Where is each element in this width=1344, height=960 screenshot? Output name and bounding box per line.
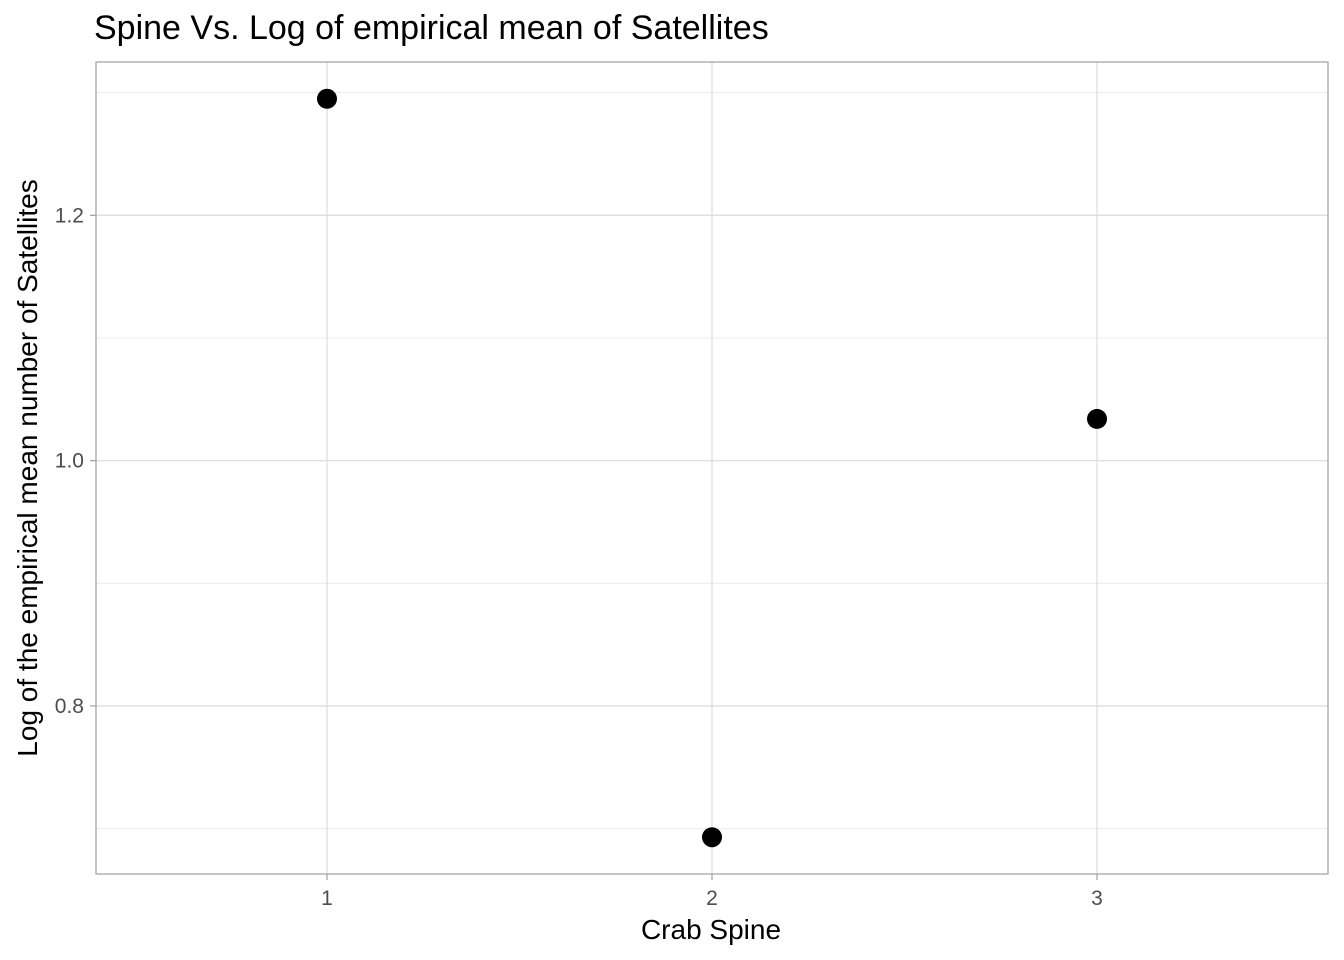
x-axis-ticks: 1 2 3: [321, 874, 1103, 910]
y-tick-label: 1.0: [55, 450, 84, 473]
data-point-2: [702, 827, 722, 848]
y-tick-label: 0.8: [55, 695, 84, 718]
y-tick-label: 1.2: [55, 204, 84, 227]
x-tick-label: 3: [1091, 887, 1103, 910]
y-axis-ticks: 0.8 1.0 1.2: [55, 204, 96, 718]
x-tick-label: 2: [706, 887, 718, 910]
data-point-3: [1087, 408, 1107, 429]
x-tick-label: 1: [321, 887, 333, 910]
data-points: [317, 88, 1107, 848]
chart-title: Spine Vs. Log of empirical mean of Satel…: [94, 9, 769, 47]
y-axis-title: Log of the empirical mean number of Sate…: [12, 179, 43, 756]
data-point-1: [317, 88, 337, 109]
major-x-gridlines: [326, 62, 1098, 874]
x-axis-title: Crab Spine: [641, 914, 781, 945]
